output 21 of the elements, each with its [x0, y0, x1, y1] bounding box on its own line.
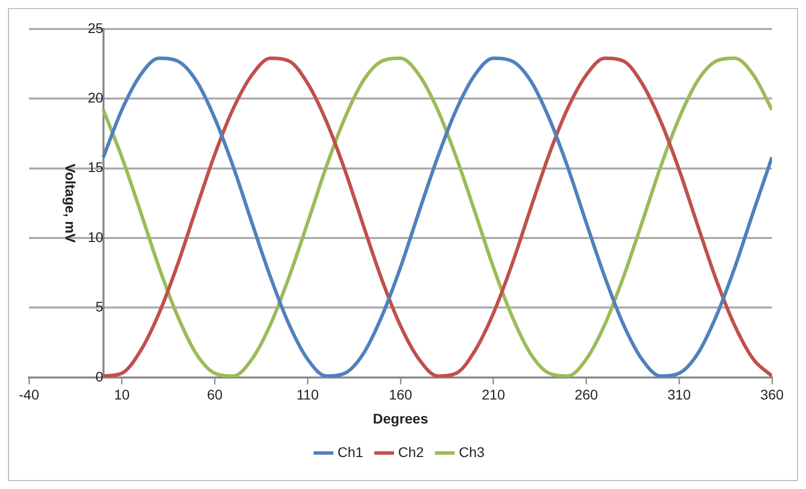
x-tick-label: -40: [18, 386, 40, 403]
line-series: [102, 56, 772, 378]
x-tick-label: 110: [296, 386, 319, 403]
x-tick-label: 210: [482, 386, 506, 403]
x-tick-label: 60: [206, 386, 223, 403]
legend-label: Ch2: [398, 444, 424, 460]
y-tick-label: 10: [88, 228, 104, 245]
y-tick-label: 20: [88, 90, 104, 106]
y-tick-label: 0: [96, 368, 104, 384]
legend-label: Ch3: [458, 444, 485, 460]
y-tick-label: 5: [96, 298, 104, 315]
x-tick-label: 310: [667, 386, 692, 403]
y-tick-label: 15: [88, 159, 104, 176]
x-tick-label: 10: [114, 386, 130, 403]
x-tick-label: 360: [760, 386, 784, 403]
y-tick-label: 25: [88, 20, 104, 36]
x-tick-label: 160: [388, 386, 412, 403]
legend-label: Ch1: [337, 444, 364, 460]
x-tick-label: 260: [574, 386, 598, 403]
y-axis-title: Voltage, mV: [62, 164, 78, 244]
x-axis-title: Degrees: [372, 410, 428, 426]
